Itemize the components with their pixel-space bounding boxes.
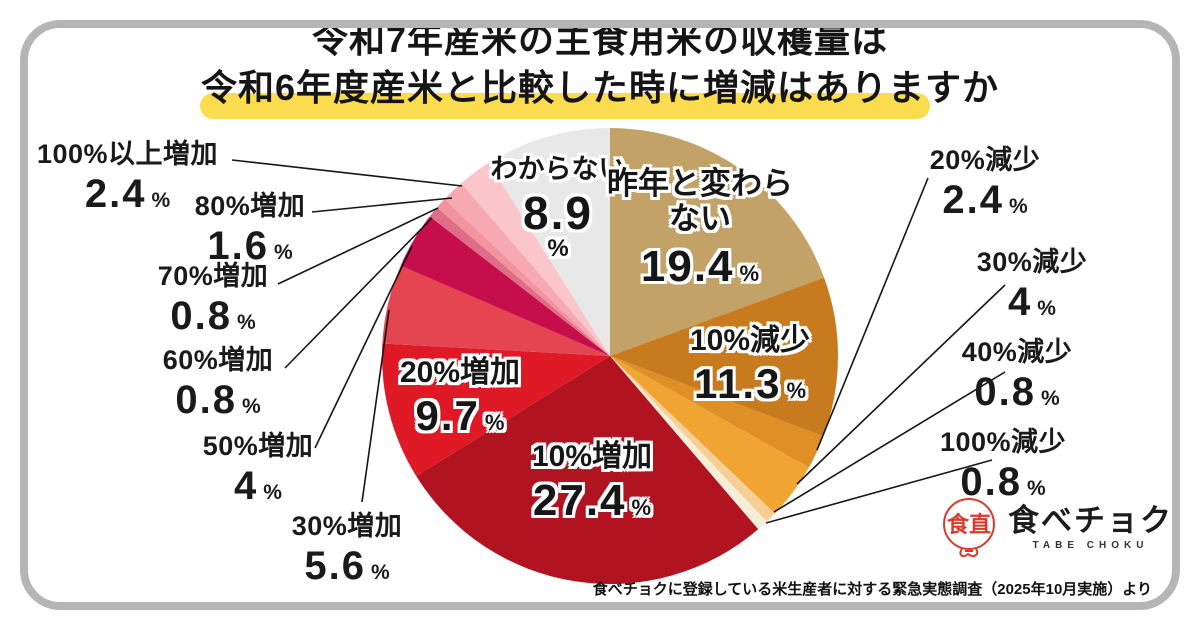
- callout-value: 0.8%: [960, 460, 1046, 504]
- callout-value: 0.8%: [175, 378, 261, 422]
- pie-label-value: 9.7%: [415, 391, 505, 439]
- callout-decrease-100: 100%減少 0.8%: [903, 420, 1103, 503]
- pie-slice-7: [382, 343, 610, 477]
- callout-increase-80: 80%増加 1.6%: [150, 184, 350, 267]
- tabechoku-logo: 食直 食べチョク TABE CHOKU: [938, 496, 1173, 560]
- chart-title: 令和7年産米の主食用米の収穫量は 令和6年度産米と比較した時に増減はありますか: [0, 16, 1200, 111]
- callout-decrease-20: 20%減少 2.4%: [885, 138, 1085, 221]
- leader-line-slice-2: [816, 177, 929, 451]
- callout-value: 2.4%: [942, 178, 1028, 222]
- logo-name: 食べチョク: [1008, 503, 1173, 538]
- pie-label-decrease-10: 10%減少 11.3%: [650, 324, 850, 406]
- svg-text:食直: 食直: [947, 512, 991, 537]
- logo-subtext: TABE CHOKU: [1032, 540, 1149, 551]
- callout-increase-70: 70%増加 0.8%: [113, 254, 313, 337]
- pie-label-name: わからない: [490, 154, 626, 184]
- callout-value: 5.6%: [304, 544, 390, 588]
- tabechoku-logo-mark-icon: 食直: [943, 498, 995, 558]
- leader-line-slice-3: [796, 284, 1006, 485]
- pie-slice-9: [400, 216, 610, 356]
- pie-slice-5: [610, 356, 767, 530]
- pie-slice-12: [444, 183, 610, 356]
- callout-value: 0.8%: [974, 370, 1060, 414]
- leader-line-slice-12: [311, 197, 453, 213]
- leader-line-slice-5: [765, 459, 993, 524]
- callout-label: 30%減少: [976, 247, 1088, 277]
- callout-increase-100plus: 100%以上増加 2.4%: [20, 132, 235, 215]
- pie-slice-0: [610, 128, 825, 356]
- pie-slice-4: [610, 356, 775, 522]
- callout-value: 2.4%: [84, 172, 171, 216]
- callout-label: 100%以上増加: [36, 139, 219, 169]
- callout-label: 40%減少: [961, 337, 1073, 367]
- callout-increase-60: 60%増加 0.8%: [118, 338, 318, 421]
- callout-label: 20%減少: [929, 145, 1041, 175]
- pie-label-increase-10: 10%増加 27.4%: [492, 440, 692, 524]
- callout-label: 60%増加: [162, 345, 274, 375]
- pie-slice-3: [610, 356, 809, 514]
- leader-line-slice-11: [277, 207, 439, 285]
- leader-line-slice-13: [231, 159, 463, 187]
- pie-label-value: 11.3%: [694, 359, 806, 407]
- chart-title-line1: 令和7年産米の主食用米の収穫量は: [311, 19, 889, 60]
- pie-slice-11: [436, 199, 610, 356]
- callout-decrease-40: 40%減少 0.8%: [917, 330, 1117, 413]
- title-highlight-bar: [200, 93, 930, 119]
- leader-line-slice-10: [284, 217, 433, 369]
- pie-slice-8: [382, 265, 610, 356]
- callout-increase-50: 50%増加 4%: [158, 424, 358, 507]
- leader-line-slice-9: [314, 245, 413, 449]
- callout-increase-30: 30%増加 5.6%: [247, 504, 447, 587]
- pie-label-name: 昨年と変わらない: [607, 166, 793, 237]
- leader-line-slice-4: [773, 371, 1006, 513]
- pie-slice-1: [610, 277, 839, 437]
- pie-label-value: 27.4%: [532, 475, 652, 525]
- pie-label-name: 20%増加: [399, 356, 521, 389]
- callout-value: 1.6%: [207, 224, 293, 268]
- pie-label-unknown: わからない 8.9 %: [478, 154, 638, 261]
- callout-label: 50%増加: [202, 431, 314, 461]
- pie-slice-2: [610, 356, 824, 468]
- pie-slice-6: [416, 356, 759, 585]
- callout-label: 80%増加: [194, 191, 306, 221]
- callout-value: 4%: [1008, 280, 1056, 324]
- pie-slice-14: [488, 128, 610, 356]
- pie-label-name: 10%減少: [689, 324, 811, 357]
- chart-title-line2: 令和6年度産米と比較した時に増減はありますか: [200, 66, 1000, 108]
- pie-label-name: 10%増加: [531, 440, 653, 473]
- callout-label: 70%増加: [157, 261, 269, 291]
- callout-label: 100%減少: [939, 427, 1067, 457]
- pie-slice-10: [429, 207, 610, 356]
- callout-value: 4%: [234, 464, 282, 508]
- callout-decrease-30: 30%減少 4%: [932, 240, 1132, 323]
- pie-slice-13: [461, 162, 610, 356]
- pie-label-value: 19.4%: [640, 242, 760, 292]
- callout-value: 0.8%: [170, 294, 256, 338]
- pie-label-unit: %: [547, 234, 569, 262]
- leader-line-slice-8: [361, 309, 390, 503]
- source-note: 食べチョクに登録している米生産者に対する緊急実態調査（2025年10月実施）より: [592, 581, 1152, 598]
- pie-label-no-change: 昨年と変わらない 19.4%: [598, 166, 802, 290]
- callout-label: 30%増加: [291, 511, 403, 541]
- pie-label-increase-20: 20%増加 9.7%: [360, 356, 560, 438]
- pie-label-value: 8.9: [523, 186, 593, 239]
